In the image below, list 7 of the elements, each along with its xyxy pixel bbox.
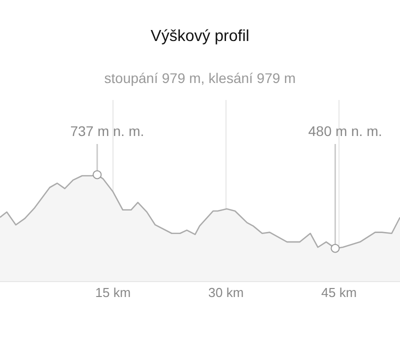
chart-subtitle: stoupání 979 m, klesání 979 m xyxy=(103,70,297,86)
x-tick-label: 45 km xyxy=(321,284,357,300)
x-tick-label: 30 km xyxy=(208,284,244,300)
x-tick-label: 15 km xyxy=(95,284,131,300)
annotation: 737 m n. m. xyxy=(70,122,144,139)
annotation: 480 m n. m. xyxy=(308,122,382,139)
chart-title: Výškový profil xyxy=(150,28,250,46)
